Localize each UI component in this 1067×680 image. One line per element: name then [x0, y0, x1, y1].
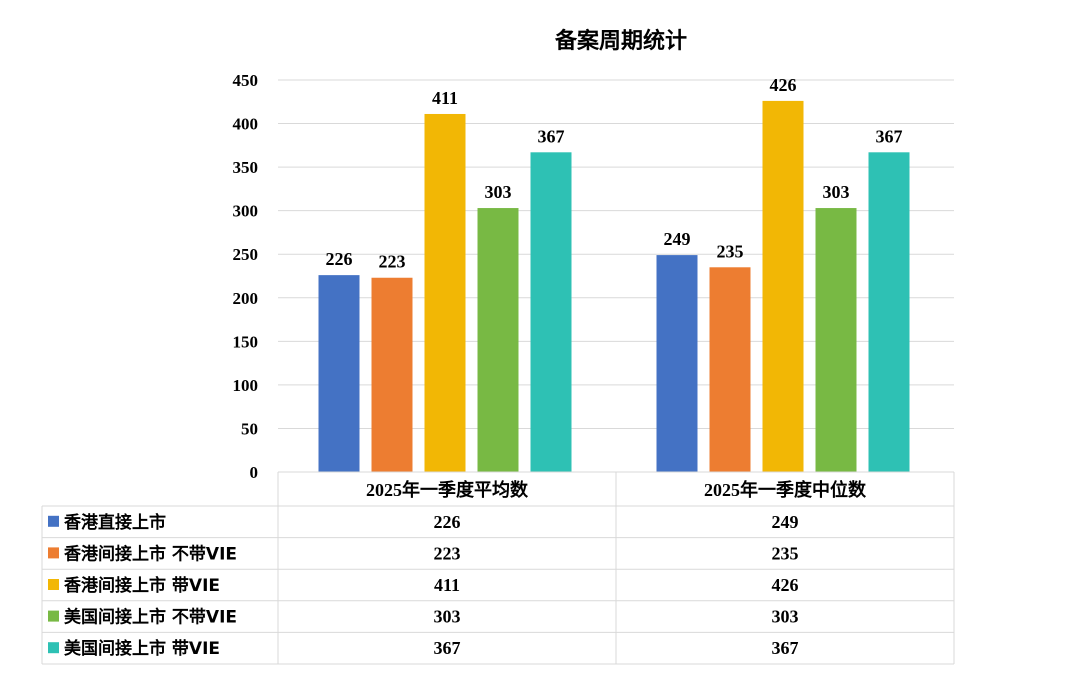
category-label: 2025年一季度中位数 [704, 479, 867, 500]
legend-key [48, 642, 59, 654]
legend-label: 美国间接上市 不带VIE [64, 607, 237, 628]
category-label: 2025年一季度平均数 [366, 479, 529, 500]
bar-value-label: 367 [876, 126, 903, 146]
bar-value-label: 223 [379, 252, 406, 272]
y-tick-label: 250 [233, 245, 259, 264]
table-value: 367 [772, 638, 799, 658]
bar-value-label: 249 [664, 229, 691, 249]
legend-key [48, 579, 59, 590]
legend-key [48, 515, 59, 527]
bar-value-label: 303 [823, 182, 850, 202]
bar-value-label: 367 [538, 126, 565, 146]
legend-label: 美国间接上市 带VIE [64, 638, 220, 659]
legend-label: 香港间接上市 带VIE [64, 575, 220, 596]
table-value: 249 [772, 512, 799, 532]
table-value: 411 [434, 575, 460, 595]
bar [762, 100, 804, 472]
y-tick-label: 350 [233, 158, 259, 177]
bars: 226 223 411 303 367 249 235 426 303 367 [318, 75, 910, 473]
bar-value-label: 411 [432, 88, 458, 108]
y-tick-label: 300 [233, 202, 259, 221]
bar [318, 275, 360, 472]
table-value: 303 [434, 607, 461, 627]
y-axis-ticks: 0 50 100 150 200 250 300 350 400 450 [233, 71, 259, 482]
legend-key [48, 610, 59, 622]
y-tick-label: 0 [250, 463, 259, 482]
legend-label: 香港间接上市 不带VIE [64, 543, 237, 564]
table-value: 226 [434, 512, 461, 532]
chart-title: 备案周期统计 [554, 28, 687, 54]
bar [709, 267, 751, 472]
bar [424, 113, 466, 473]
bar-value-label: 426 [770, 75, 797, 95]
y-tick-label: 50 [241, 419, 258, 438]
legend-key [48, 547, 59, 559]
bar [656, 255, 698, 472]
table-value: 303 [772, 607, 799, 627]
bar-value-label: 226 [326, 249, 353, 269]
bar-value-label: 303 [485, 182, 512, 202]
y-tick-label: 450 [233, 71, 259, 90]
bar-value-label: 235 [717, 241, 744, 261]
bar [868, 152, 910, 472]
table-value: 426 [772, 575, 799, 595]
y-tick-label: 150 [233, 332, 259, 351]
legend-label: 香港直接上市 [64, 512, 166, 533]
table-value: 367 [434, 638, 461, 658]
table-value: 223 [434, 543, 461, 563]
y-tick-label: 400 [233, 115, 259, 134]
bar [371, 277, 413, 472]
y-tick-label: 100 [233, 376, 259, 395]
y-tick-label: 200 [233, 289, 259, 308]
bar [477, 208, 519, 472]
bar [815, 208, 857, 472]
table-value: 235 [772, 543, 799, 563]
bar [530, 152, 572, 472]
